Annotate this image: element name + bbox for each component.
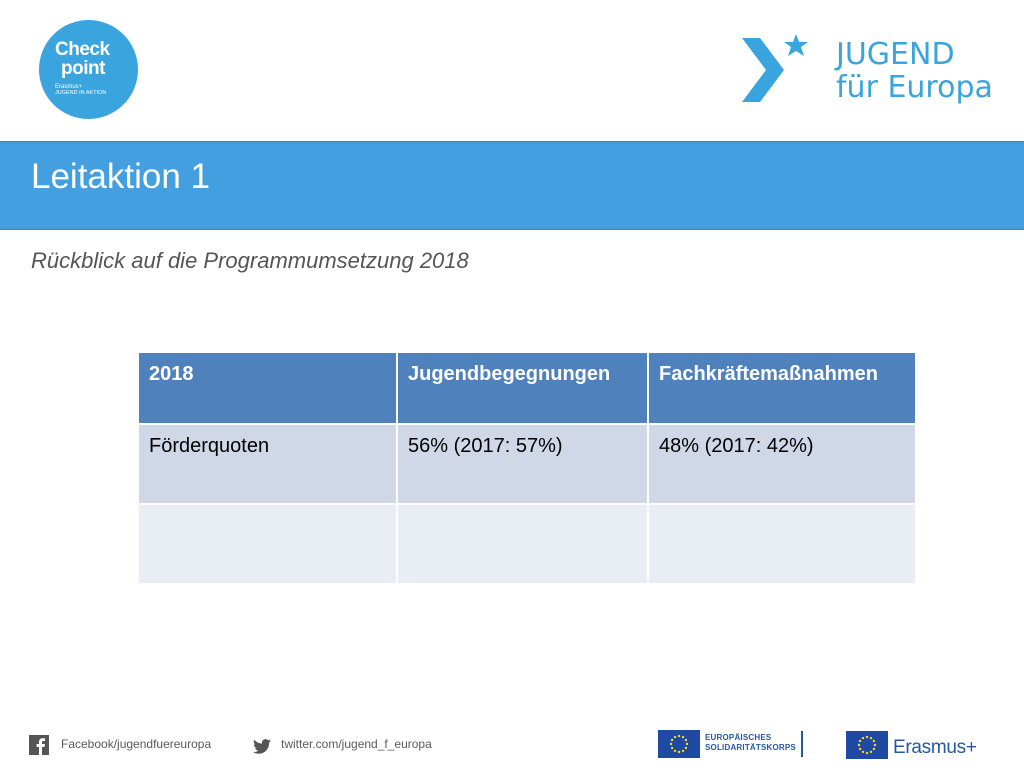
checkpoint-logo-line2: point — [61, 58, 105, 79]
table-header-jugendbegegnungen: Jugendbegegnungen — [396, 351, 649, 425]
erasmus-logo-text: Erasmus+ — [893, 737, 977, 758]
table-header-row: 2018 Jugendbegegnungen Fachkräftemaßnahm… — [137, 351, 917, 425]
jugend-fuer-europa-mark-icon — [742, 34, 808, 102]
esk-logo-line2: SOLIDARITÄTSKORPS — [705, 743, 796, 752]
twitter-link[interactable]: twitter.com/jugend_f_europa — [281, 737, 432, 751]
table-cell — [396, 503, 649, 585]
esk-divider — [801, 731, 803, 757]
checkpoint-logo: Check point Erasmus+ JUGEND IN AKTION — [39, 20, 138, 119]
table-cell — [137, 503, 398, 585]
jfe-logo-line2: für Europa — [836, 70, 993, 105]
table-cell: 48% (2017: 42%) — [647, 423, 917, 505]
page-subtitle: Rückblick auf die Programmumsetzung 2018 — [31, 248, 469, 273]
checkpoint-logo-line1: Check — [55, 39, 110, 60]
jugend-fuer-europa-logo: JUGEND für Europa — [836, 38, 993, 104]
eu-flag-icon — [658, 730, 700, 758]
twitter-icon — [253, 739, 271, 754]
table-header-fachkraeftemassnahmen: Fachkräftemaßnahmen — [647, 351, 917, 425]
table-cell — [647, 503, 917, 585]
facebook-link[interactable]: Facebook/jugendfuereuropa — [61, 737, 212, 751]
table-cell: 56% (2017: 57%) — [396, 423, 649, 505]
jfe-logo-line1: JUGEND — [836, 37, 955, 72]
table-row: Förderquoten 56% (2017: 57%) 48% (2017: … — [137, 423, 917, 505]
page-title: Leitaktion 1 — [31, 157, 211, 196]
results-table: 2018 Jugendbegegnungen Fachkräftemaßnahm… — [137, 351, 917, 585]
checkpoint-logo-line3: Erasmus+ — [55, 84, 83, 90]
facebook-icon — [29, 735, 49, 755]
checkpoint-logo-line4: JUGEND IN AKTION — [55, 90, 107, 96]
esk-logo-text: EUROPÄISCHES SOLIDARITÄTSKORPS — [705, 733, 796, 753]
esk-logo-line1: EUROPÄISCHES — [705, 733, 772, 742]
table-cell: Förderquoten — [137, 423, 398, 505]
eu-flag-icon — [846, 731, 888, 759]
title-bar: Leitaktion 1 — [0, 141, 1024, 230]
table-row — [137, 503, 917, 585]
table-header-year: 2018 — [137, 351, 398, 425]
